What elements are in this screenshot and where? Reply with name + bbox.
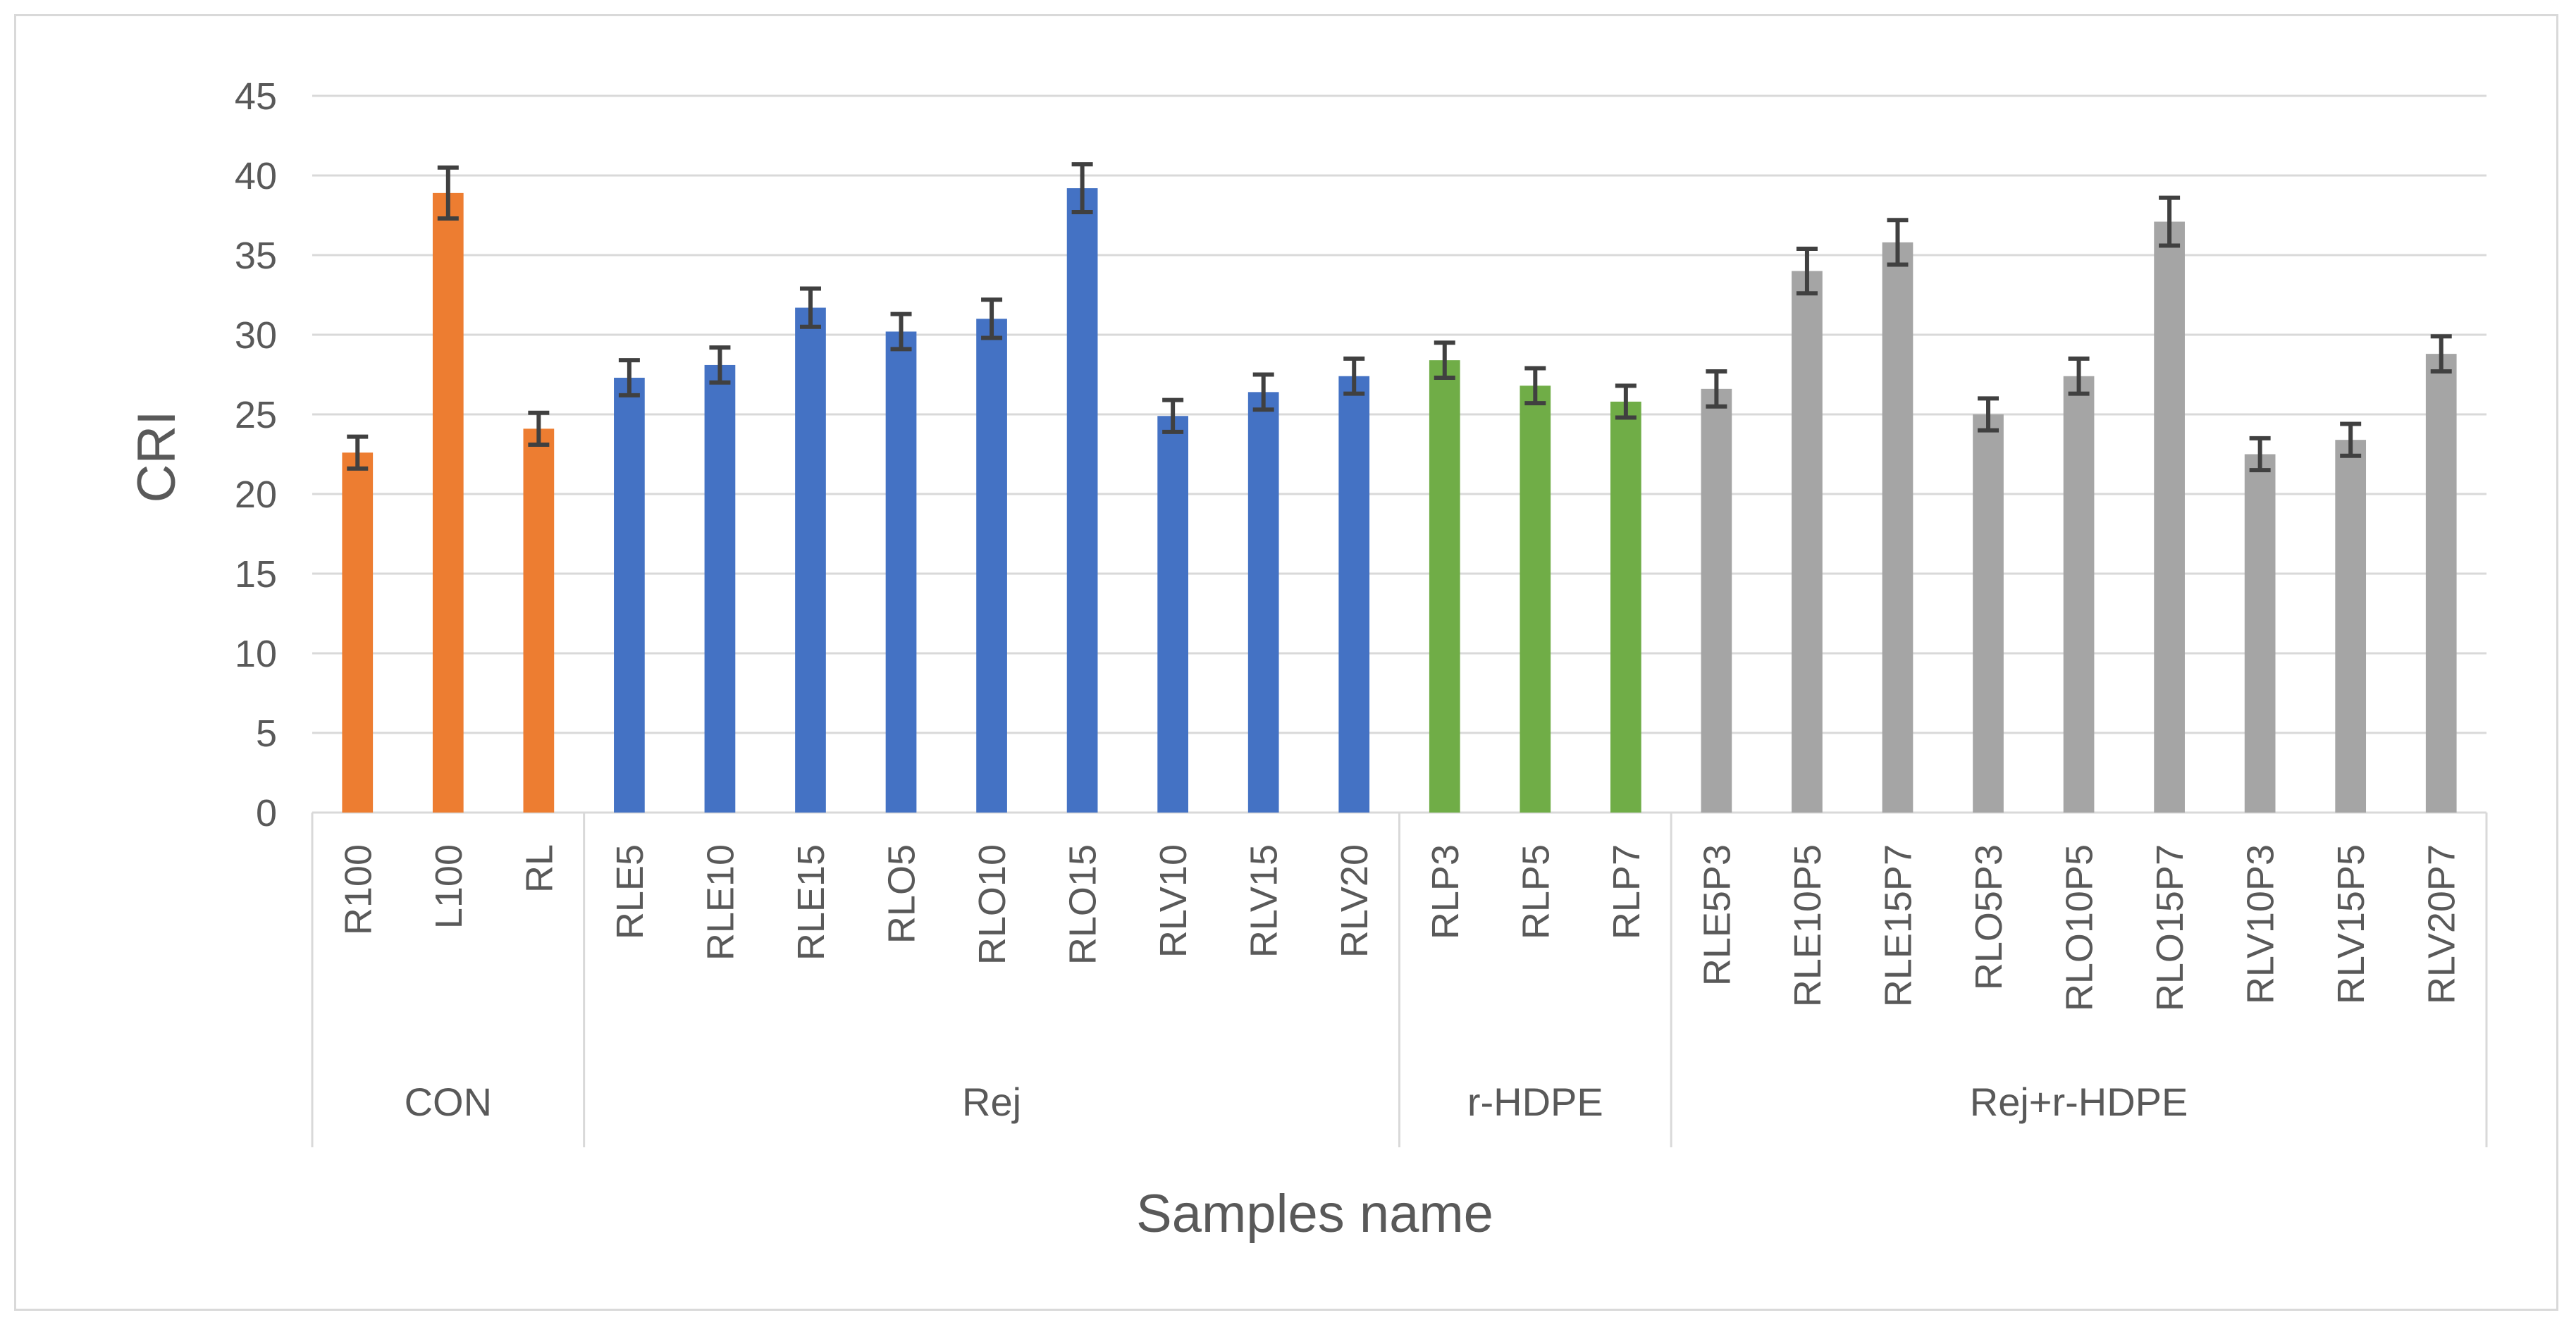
category-label: RLO5P3 bbox=[1968, 844, 2010, 990]
bar-RLE5 bbox=[614, 378, 645, 813]
bar-RLV15P5 bbox=[2335, 440, 2367, 813]
category-label: RLV10P3 bbox=[2240, 844, 2282, 1004]
category-label: RLO15P7 bbox=[2149, 844, 2191, 1011]
category-label: RLO10P5 bbox=[2059, 844, 2101, 1011]
bar-RLO5 bbox=[885, 331, 917, 813]
cri-bar-chart: 0 5 10 15 20 25 30 35 40 45 R100 L100 RL RLE5 RLE10 RLE… bbox=[127, 75, 2488, 1244]
bars bbox=[342, 188, 2457, 813]
y-tick-label: 0 bbox=[256, 792, 277, 834]
category-label: RLP3 bbox=[1424, 844, 1467, 939]
category-label: RLE10 bbox=[699, 844, 741, 961]
bar-RLP7 bbox=[1610, 401, 1641, 813]
bar-RLP3 bbox=[1429, 360, 1460, 813]
y-tick-label: 30 bbox=[235, 314, 277, 357]
bar-RL bbox=[523, 428, 555, 813]
category-label: RLV20P7 bbox=[2421, 844, 2463, 1004]
bar-RLV10 bbox=[1157, 416, 1188, 813]
category-label: RLE10P5 bbox=[1787, 844, 1829, 1007]
bar-RLO5P3 bbox=[1973, 414, 2004, 813]
y-tick-label: 45 bbox=[235, 75, 277, 118]
y-tick-label: 15 bbox=[235, 553, 277, 595]
bar-RLO10 bbox=[976, 319, 1007, 813]
y-tick-label: 20 bbox=[235, 474, 277, 516]
category-label: RLO15 bbox=[1062, 844, 1104, 965]
axes bbox=[311, 811, 2488, 1147]
y-axis-title: CRI bbox=[127, 411, 187, 503]
category-label: RLP7 bbox=[1606, 844, 1648, 939]
bar-RLO15 bbox=[1066, 188, 1098, 813]
category-label: RLV10 bbox=[1152, 844, 1195, 958]
category-label: RLV20 bbox=[1333, 844, 1376, 958]
y-tick-label: 35 bbox=[235, 235, 277, 277]
error-bars bbox=[347, 162, 2452, 473]
bar-RLV20 bbox=[1338, 376, 1370, 813]
bar-RLE10 bbox=[704, 364, 736, 813]
labels: 0 5 10 15 20 25 30 35 40 45 R100 L100 RL RLE5 RLE10 RLE… bbox=[235, 75, 2463, 1124]
category-label: RLE15 bbox=[790, 844, 832, 961]
bar-RLV20P7 bbox=[2425, 354, 2457, 813]
bar-RLP5 bbox=[1520, 385, 1551, 813]
bar-R100 bbox=[342, 452, 374, 813]
category-label: RLO5 bbox=[881, 844, 923, 944]
group-label-rej-r-hdpe: Rej+r-HDPE bbox=[1970, 1080, 2188, 1124]
x-axis-title: Samples name bbox=[1136, 1184, 1493, 1244]
bar-RLV10P3 bbox=[2244, 454, 2276, 813]
bar-RLE5P3 bbox=[1701, 388, 1732, 813]
group-label-r-hdpe: r-HDPE bbox=[1467, 1080, 1603, 1124]
category-label: RLV15 bbox=[1243, 844, 1286, 958]
y-tick-label: 10 bbox=[235, 633, 277, 675]
bar-RLV15 bbox=[1247, 392, 1279, 813]
category-label: RL bbox=[518, 844, 560, 893]
category-label: RLP5 bbox=[1515, 844, 1557, 939]
bar-RLO10P5 bbox=[2063, 376, 2095, 813]
category-label: RLE5P3 bbox=[1696, 844, 1738, 986]
category-label: R100 bbox=[337, 844, 379, 935]
bar-RLE10P5 bbox=[1792, 271, 1823, 813]
group-label-rej: Rej bbox=[962, 1080, 1021, 1124]
group-label-con: CON bbox=[405, 1080, 492, 1124]
y-tick-label: 25 bbox=[235, 394, 277, 436]
category-label: RLV15P5 bbox=[2330, 844, 2372, 1004]
y-tick-label: 40 bbox=[235, 155, 277, 197]
category-label: RLE15P7 bbox=[1877, 844, 1919, 1007]
chart-frame: 0 5 10 15 20 25 30 35 40 45 R100 L100 RL RLE5 RLE10 RLE… bbox=[14, 14, 2558, 1311]
y-tick-label: 5 bbox=[256, 712, 277, 755]
bar-RLE15 bbox=[795, 307, 826, 813]
category-label: L100 bbox=[428, 844, 470, 929]
bar-RLO15P7 bbox=[2154, 221, 2185, 813]
category-label: RLE5 bbox=[609, 844, 651, 939]
gridlines bbox=[312, 94, 2486, 734]
bar-L100 bbox=[432, 192, 464, 813]
bar-RLE15P7 bbox=[1882, 242, 1913, 813]
category-label: RLO10 bbox=[971, 844, 1013, 965]
